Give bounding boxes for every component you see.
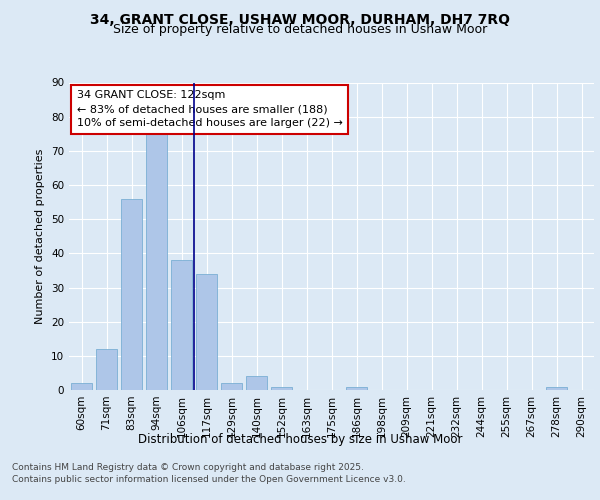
Text: Distribution of detached houses by size in Ushaw Moor: Distribution of detached houses by size … — [138, 432, 462, 446]
Bar — [221, 383, 242, 390]
Text: Contains HM Land Registry data © Crown copyright and database right 2025.: Contains HM Land Registry data © Crown c… — [12, 462, 364, 471]
Bar — [96, 349, 117, 390]
Bar — [171, 260, 192, 390]
Bar — [71, 383, 92, 390]
Bar — [546, 386, 567, 390]
Text: 34 GRANT CLOSE: 122sqm
← 83% of detached houses are smaller (188)
10% of semi-de: 34 GRANT CLOSE: 122sqm ← 83% of detached… — [77, 90, 343, 128]
Bar — [246, 376, 267, 390]
Bar — [271, 386, 292, 390]
Text: Size of property relative to detached houses in Ushaw Moor: Size of property relative to detached ho… — [113, 22, 487, 36]
Text: 34, GRANT CLOSE, USHAW MOOR, DURHAM, DH7 7RQ: 34, GRANT CLOSE, USHAW MOOR, DURHAM, DH7… — [90, 12, 510, 26]
Bar — [346, 386, 367, 390]
Bar — [146, 134, 167, 390]
Y-axis label: Number of detached properties: Number of detached properties — [35, 148, 46, 324]
Bar — [196, 274, 217, 390]
Bar — [121, 198, 142, 390]
Text: Contains public sector information licensed under the Open Government Licence v3: Contains public sector information licen… — [12, 475, 406, 484]
